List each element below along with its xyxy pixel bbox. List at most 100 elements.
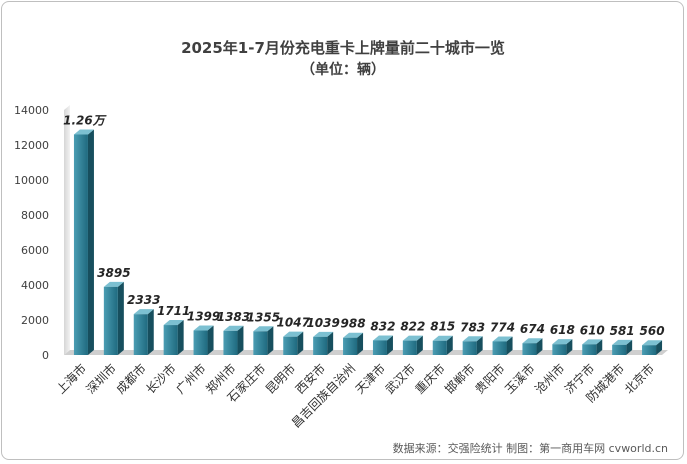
data-label: 3895: [97, 266, 130, 280]
bar-side: [117, 281, 124, 355]
bar-side: [536, 338, 543, 355]
bar: [223, 330, 238, 355]
y-tick-label: 8000: [21, 209, 49, 222]
x-category-label: 深圳市: [83, 361, 119, 397]
bar: [522, 343, 537, 355]
bar: [313, 336, 328, 355]
x-category-label: 重庆市: [412, 361, 448, 397]
data-label: 1355: [247, 310, 280, 324]
bar-top: [582, 339, 603, 345]
bar-top: [612, 339, 633, 345]
bar-top: [193, 325, 214, 331]
x-category-label: 天津市: [352, 361, 388, 397]
data-label: 1039: [306, 316, 339, 330]
bar-side: [506, 336, 513, 355]
data-label: 2333: [127, 293, 160, 307]
bar-side: [357, 332, 364, 355]
data-label: 610: [580, 323, 605, 337]
bar-side: [656, 340, 663, 355]
bar-side: [596, 339, 603, 355]
y-tick-label: 10000: [14, 174, 49, 187]
bar-top: [253, 326, 274, 332]
y-tick-label: 14000: [14, 104, 49, 117]
bar-top: [552, 339, 573, 345]
data-label: 1047: [277, 316, 311, 330]
bar-top: [462, 336, 483, 342]
bar-top: [432, 335, 453, 341]
data-label: 774: [490, 320, 515, 334]
bar-top: [163, 320, 184, 326]
bar-top: [492, 336, 513, 342]
bar: [582, 344, 597, 355]
y-tick-label: 2000: [21, 314, 49, 327]
x-category-label: 成都市: [113, 361, 149, 397]
y-tick-label: 6000: [21, 244, 49, 257]
bar-side: [147, 309, 154, 355]
data-source-note: 数据来源：交强险统计 制图：第一商用车网 cvworld.cn: [393, 441, 668, 455]
bar-top: [73, 129, 94, 135]
x-category-label: 广州市: [173, 361, 209, 397]
bar-side: [386, 335, 393, 355]
bar: [642, 345, 657, 355]
bar-side: [416, 335, 423, 355]
data-label: 1383: [217, 310, 250, 324]
bar-top: [343, 332, 364, 338]
chart-subtitle: （单位：辆）: [301, 61, 385, 78]
data-label: 988: [341, 317, 366, 331]
bar-top: [103, 281, 124, 287]
data-label: 618: [550, 323, 575, 337]
x-category-label: 长沙市: [143, 361, 179, 397]
y-tick-label: 4000: [21, 279, 49, 292]
bar-side: [177, 320, 184, 355]
data-label: 1399: [187, 310, 220, 324]
bar-side: [566, 339, 573, 355]
chart-floor: [64, 350, 668, 355]
bar: [552, 344, 567, 355]
bar-side: [237, 325, 244, 355]
x-category-label: 昆明市: [262, 361, 298, 397]
x-category-label: 武汉市: [382, 361, 418, 397]
bar-top: [313, 331, 334, 337]
x-category-label: 贵阳市: [472, 361, 508, 397]
bar-chart: 2025年1-7月份充电重卡上牌量前二十城市一览 （单位：辆） 0 2000 400…: [14, 39, 668, 455]
chart-title: 2025年1-7月份充电重卡上牌量前二十城市一览: [181, 39, 505, 57]
bar-top: [372, 335, 393, 341]
bar: [343, 337, 358, 355]
bar: [492, 341, 507, 355]
data-label: 815: [430, 320, 455, 334]
bar-top: [642, 340, 663, 346]
data-label: 560: [640, 324, 665, 338]
bar-top: [133, 309, 154, 315]
bar-side: [207, 325, 214, 355]
bar-side: [327, 331, 334, 355]
plot-area: 0 2000 4000 6000 8000 10000 12000 14000 1.26万上海市…: [14, 104, 668, 431]
bar: [73, 134, 88, 355]
data-label: 674: [520, 322, 545, 336]
bar: [402, 340, 417, 355]
chart-side-wall: [64, 105, 70, 355]
bar: [163, 325, 178, 355]
bar-side: [476, 336, 483, 355]
bar-side: [626, 339, 633, 355]
data-label: 783: [460, 320, 485, 334]
bar: [612, 344, 627, 355]
x-category-label: 北京市: [621, 361, 657, 397]
data-label: 1.26万: [63, 114, 107, 128]
y-tick-label: 12000: [14, 139, 49, 152]
bar: [193, 330, 208, 355]
data-label: 1711: [157, 304, 190, 318]
bar-top: [283, 331, 304, 337]
x-category-label: 邯郸市: [442, 361, 478, 397]
bar: [103, 286, 118, 355]
x-category-label: 上海市: [53, 361, 89, 397]
bar: [372, 340, 387, 355]
x-category-label: 沧州市: [531, 361, 567, 397]
bar: [133, 314, 148, 355]
bar-top: [402, 335, 423, 341]
bar-side: [297, 331, 304, 355]
bar: [432, 340, 447, 355]
bar: [462, 341, 477, 355]
bar-top: [522, 338, 543, 344]
bar-top: [223, 325, 244, 331]
